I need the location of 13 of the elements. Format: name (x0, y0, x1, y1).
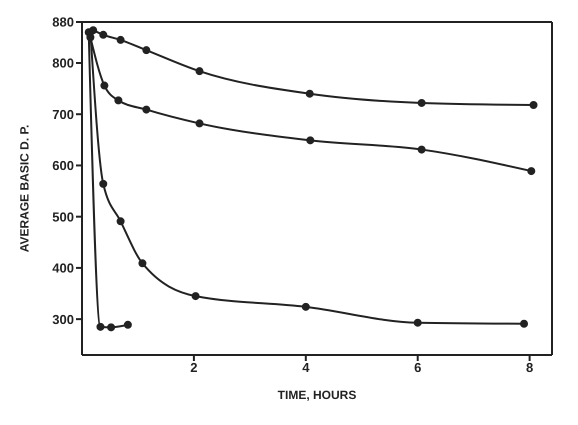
x-axis-title: TIME, HOURS (278, 388, 356, 402)
x-tick-label: 6 (414, 360, 422, 376)
y-tick-label: 400 (52, 260, 74, 276)
y-tick-label: 800 (52, 56, 74, 71)
y-tick-label: 500 (52, 209, 74, 224)
x-tick-label: 2 (190, 360, 198, 376)
x-tick-label: 4 (302, 360, 310, 376)
y-axis-title: AVERAGE BASIC D. P. (17, 124, 32, 252)
y-tick-label: 600 (52, 158, 74, 174)
y-tick-label: 880 (52, 14, 74, 30)
y-tick-label: 300 (52, 312, 74, 327)
y-tick-label: 700 (52, 106, 74, 122)
x-tick-label: 8 (526, 360, 534, 376)
